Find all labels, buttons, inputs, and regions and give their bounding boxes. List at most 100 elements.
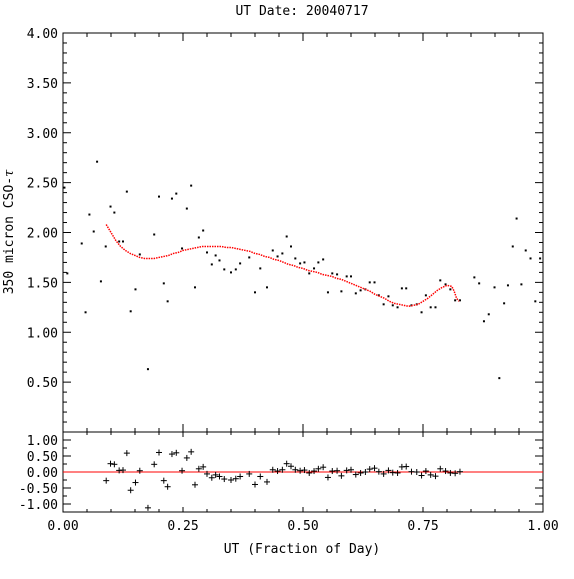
data-point [125,190,128,193]
data-point [473,276,476,279]
data-point [503,302,506,305]
data-point [359,289,362,292]
y-tick-label: 1.50 [27,276,58,291]
data-point [498,377,501,380]
data-point [206,251,208,254]
data-point [230,271,232,274]
data-point [254,291,256,294]
data-point [214,254,217,257]
data-point [109,205,112,208]
resid-y-tick-label: 0.00 [27,466,58,481]
x-tick-label: 0.25 [167,519,198,534]
data-point [391,304,394,307]
data-point [308,272,311,275]
data-point [303,261,306,264]
main-plot-frame [62,32,544,433]
data-point [506,284,509,287]
data-point [299,262,302,265]
data-point [88,213,91,216]
data-point [345,275,348,278]
data-point [368,281,371,284]
y-axis-label-tau: τ [2,169,17,177]
y-tick-label: 2.00 [27,227,58,242]
data-point [420,311,423,314]
data-point [175,192,178,195]
data-point [350,275,352,278]
y-tick-label: 3.50 [27,77,58,92]
data-point [113,211,116,214]
data-point [354,292,357,295]
chart-title: UT Date: 20040717 [235,4,368,19]
data-point [449,288,452,291]
data-point [405,287,408,290]
data-point [511,245,514,248]
data-point [153,233,156,236]
data-point [493,286,496,289]
data-point [396,306,399,309]
resid-y-tick-label: 0.50 [27,450,58,465]
y-tick-label: 0.50 [27,376,58,391]
data-point [96,160,99,163]
data-point [482,320,485,323]
x-axis-label: UT (Fraction of Day) [224,542,381,557]
data-point [190,184,193,187]
data-point [520,283,523,286]
data-point [181,247,184,250]
data-point [210,263,213,266]
data-point [146,368,149,371]
data-point [424,294,427,297]
data-point [313,267,316,270]
data-point [458,299,461,302]
data-point [170,197,173,200]
data-point [223,268,226,271]
data-point [218,259,221,262]
fit-curve [105,224,460,308]
data-point [134,288,137,291]
data-point [239,262,242,265]
y-axis-label-group: 350 micron CSO-τ [2,169,17,294]
data-point [118,240,121,243]
x-tick-label: 0.50 [287,519,318,534]
data-point [439,279,442,282]
data-point [99,280,102,283]
data-point [248,256,251,259]
data-point [524,249,527,252]
data-point [373,281,376,284]
resid-y-tick-label: -0.50 [19,482,58,497]
y-tick-label: 4.00 [27,27,58,42]
data-point [317,261,320,264]
data-point [290,245,292,248]
plot-layer: 1.001.502.002.503.003.504.000.500.00 0.25… [19,27,559,534]
data-point [400,287,403,290]
data-point [129,310,132,313]
data-point [322,258,325,261]
data-point [158,195,160,198]
data-point [336,273,339,276]
data-point [281,252,284,255]
x-tick-label: 0.00 [47,519,78,534]
data-point [66,272,69,275]
y-axis-label-text: 350 micron CSO- [2,177,17,294]
y-tick-label: 3.00 [27,127,58,142]
data-point [194,286,196,289]
data-point [234,268,237,271]
data-point [285,235,288,238]
data-point [276,255,279,258]
data-point [444,283,447,286]
data-point [259,267,262,270]
data-point [138,253,141,256]
y-tick-label: 2.50 [27,177,58,192]
resid-y-tick-label: 1.00 [27,434,58,449]
data-point [294,257,297,260]
resid-y-tick-label: -1.00 [19,498,58,513]
data-point [429,306,432,309]
x-tick-label: 0.75 [407,519,438,534]
data-point [487,313,490,316]
data-point [326,291,329,294]
data-point [104,245,107,248]
data-point [434,306,437,309]
data-point [529,257,532,260]
y-axis-label: 350 micron CSO-τ [2,169,17,294]
